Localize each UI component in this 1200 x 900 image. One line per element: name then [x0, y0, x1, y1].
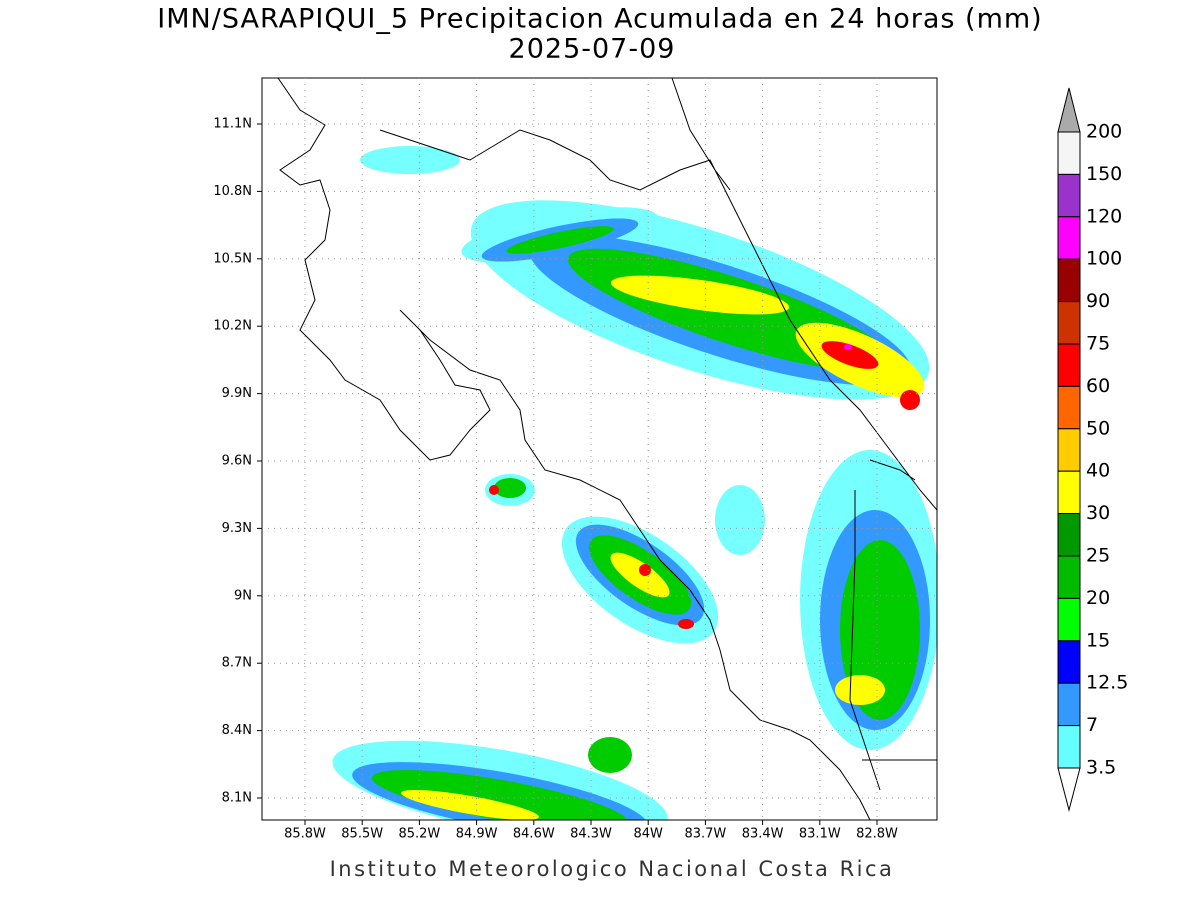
lon-label: 83.7W: [684, 827, 726, 842]
lat-label: 9.6N: [222, 454, 252, 469]
legend-label: 90: [1086, 290, 1110, 312]
lat-label: 8.1N: [222, 791, 252, 806]
lon-label: 84.6W: [513, 827, 555, 842]
map-frame: [261, 77, 938, 821]
lat-label: 10.8N: [213, 184, 252, 199]
lat-label: 11.1N: [213, 117, 252, 132]
legend-swatch: [1057, 216, 1081, 260]
legend-label: 100: [1086, 248, 1122, 270]
title: IMN/SARAPIQUI_5 Precipitacion Acumulada …: [157, 4, 1042, 35]
lat-label: 8.4N: [222, 723, 252, 738]
legend-label: 15: [1086, 629, 1110, 651]
lon-label: 83.4W: [742, 827, 784, 842]
legend-label: 40: [1086, 460, 1110, 482]
lon-label: 84W: [633, 827, 663, 842]
legend-swatch: [1057, 682, 1081, 727]
legend-label: 3.5: [1086, 757, 1116, 779]
legend-swatch: [1057, 428, 1081, 472]
legend-label: 50: [1086, 417, 1110, 439]
legend-label: 12.5: [1086, 672, 1128, 694]
legend-label: 20: [1086, 587, 1110, 609]
lat-label: 9.3N: [222, 521, 252, 536]
footer: Instituto Meteorologico Nacional Costa R…: [330, 857, 895, 881]
legend-swatch: [1057, 258, 1081, 303]
legend-label: 25: [1086, 545, 1110, 567]
coastline: [277, 78, 937, 820]
legend-swatch: [1057, 470, 1081, 515]
legend-label: 7: [1086, 714, 1098, 736]
lon-label: 82.8W: [856, 827, 898, 842]
legend-swatch: [1057, 555, 1081, 599]
legend-label: 150: [1086, 163, 1122, 185]
legend-label: 120: [1086, 205, 1122, 227]
legend-swatch: [1057, 385, 1081, 430]
lat-label: 9.9N: [222, 386, 252, 401]
legend-swatch: [1057, 343, 1081, 387]
legend-label: 200: [1086, 121, 1122, 143]
precip-field: [332, 146, 937, 820]
lon-label: 85.2W: [398, 827, 440, 842]
lat-label: 10.2N: [213, 319, 252, 334]
legend-swatch: [1057, 131, 1081, 175]
legend-label: 30: [1086, 502, 1110, 524]
legend-swatch: [1057, 301, 1081, 345]
lon-label: 85.5W: [341, 827, 383, 842]
legend-swatch: [1057, 640, 1081, 684]
date: 2025-07-09: [509, 34, 676, 65]
legend-swatch: [1057, 725, 1081, 769]
lat-label: 9N: [234, 588, 252, 603]
lat-label: 10.5N: [213, 251, 252, 266]
legend-under: [1057, 767, 1081, 812]
legend-label: 60: [1086, 375, 1110, 397]
legend-swatch: [1057, 173, 1081, 218]
legend-label: 75: [1086, 333, 1110, 355]
lon-label: 83.1W: [799, 827, 841, 842]
legend-swatch: [1057, 513, 1081, 557]
lon-label: 84.3W: [570, 827, 612, 842]
lon-label: 85.8W: [284, 827, 326, 842]
lon-label: 84.9W: [456, 827, 498, 842]
lat-label: 8.7N: [222, 656, 252, 671]
legend-swatch: [1057, 597, 1081, 642]
legend-over: [1057, 87, 1081, 133]
